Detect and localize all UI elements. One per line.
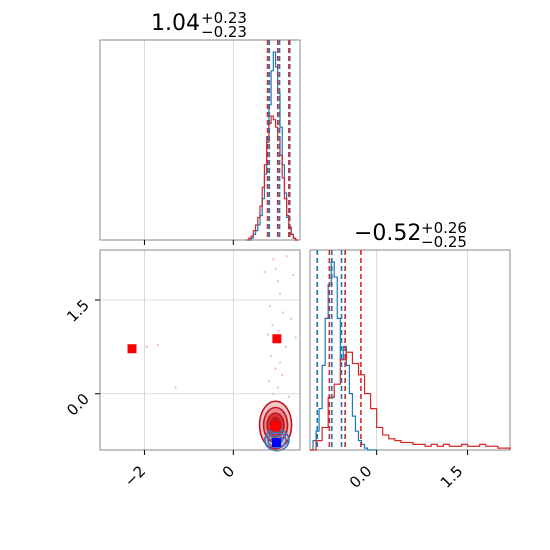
- panel-frame: [99, 39, 301, 241]
- title-top-minus: −0.23: [201, 23, 247, 41]
- y-tick-label: 1.5: [63, 296, 93, 326]
- blue-square-center: [271, 438, 281, 447]
- histogram-red: [310, 351, 511, 451]
- scatter-point: [282, 311, 285, 314]
- panel-frame: [309, 249, 511, 451]
- scatter-point: [271, 323, 274, 327]
- panel-frame: [99, 249, 301, 451]
- panel-joint: −2 0 0.0 1.5: [63, 249, 301, 490]
- red-square-left: [127, 344, 137, 354]
- scatter-point: [145, 345, 148, 348]
- histogram-red: [246, 115, 298, 241]
- red-square-center: [271, 421, 281, 431]
- scatter-point: [272, 392, 275, 395]
- title-top: 1.04 +0.23 −0.23: [151, 9, 247, 41]
- red-square-upper-right: [272, 334, 282, 344]
- title-top-value: 1.04: [151, 11, 200, 36]
- scatter-point: [276, 280, 279, 283]
- scatter-point: [276, 386, 279, 389]
- scatter-point: [270, 355, 273, 358]
- x-tick-label: 1.5: [437, 462, 467, 492]
- scatter-point: [277, 330, 280, 333]
- title-right-plus: +0.26: [421, 219, 467, 237]
- histogram-blue: [310, 261, 377, 451]
- title-right-minus: −0.25: [421, 233, 467, 251]
- panel-marginal-y: 0.0 1.5: [309, 249, 511, 492]
- scatter-point: [174, 386, 177, 389]
- scatter-point: [268, 305, 271, 308]
- scatter-point: [272, 258, 275, 261]
- panel-marginal-x: [99, 39, 301, 245]
- scatter-point: [267, 380, 270, 383]
- scatter-point: [285, 255, 288, 258]
- scatter-point: [281, 373, 284, 377]
- scatter-point: [292, 273, 295, 277]
- blue-contour: [267, 431, 287, 449]
- scatter-point: [290, 317, 293, 320]
- scatter-point: [263, 270, 266, 273]
- scatter-point: [266, 333, 270, 336]
- y-tick-label: 0.0: [63, 390, 93, 420]
- x-tick-label: −2: [121, 462, 149, 490]
- scatter-point: [294, 336, 297, 339]
- scatter-point: [274, 267, 277, 270]
- scatter-point: [278, 292, 282, 295]
- title-right-value: −0.52: [354, 221, 421, 246]
- title-top-plus: +0.23: [201, 9, 247, 27]
- scatter-point: [274, 367, 277, 370]
- x-tick-label: 0.0: [346, 462, 376, 492]
- scatter-point: [278, 361, 282, 364]
- title-right: −0.52 +0.26 −0.25: [354, 219, 467, 251]
- scatter-point: [287, 395, 290, 398]
- scatter-point: [284, 345, 287, 348]
- x-tick-label: 0: [219, 462, 238, 481]
- scatter-point: [156, 343, 159, 347]
